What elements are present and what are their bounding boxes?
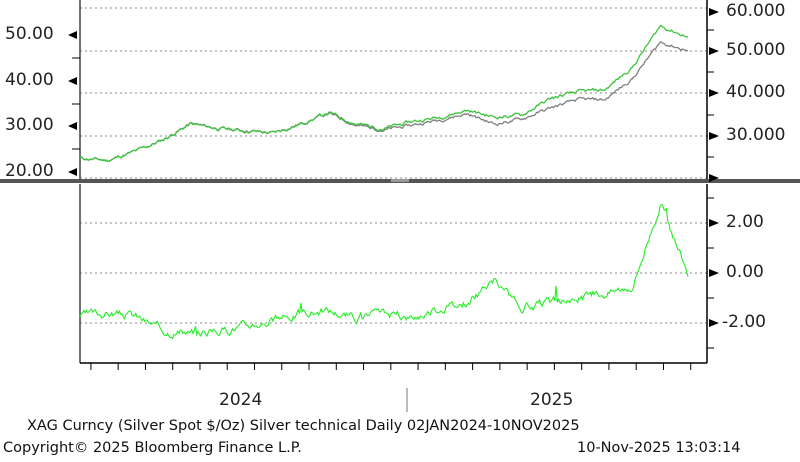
right-tick-label: 30.000 <box>726 125 786 145</box>
left-tick-arrow <box>68 31 77 39</box>
left-tick-label: 20.00 <box>5 161 54 181</box>
osc-tick-arrow <box>709 319 719 327</box>
right-tick-arrow <box>709 8 719 16</box>
left-tick-label: 50.00 <box>5 24 54 44</box>
gray-series-line <box>79 41 689 162</box>
right-tick-label: 50.000 <box>726 40 786 60</box>
copyright: Copyright© 2025 Bloomberg Finance L.P. <box>3 440 302 456</box>
osc-tick-label: -2.00 <box>722 312 766 332</box>
left-tick-arrow <box>68 168 77 176</box>
left-tick-arrow <box>68 77 77 85</box>
left-tick-label: 30.00 <box>5 115 54 135</box>
right-tick-label: 40.000 <box>726 82 786 102</box>
chart-title: XAG Curncy (Silver Spot $/Oz) Silver tec… <box>27 418 580 434</box>
timestamp: 10-Nov-2025 13:03:14 <box>577 440 741 456</box>
left-tick-label: 40.00 <box>5 70 54 90</box>
right-tick-arrow <box>709 174 719 182</box>
right-tick-arrow <box>709 89 719 97</box>
osc-tick-arrow <box>709 269 719 277</box>
silver-price-line <box>79 24 689 163</box>
left-tick-arrow <box>68 122 77 130</box>
right-tick-arrow <box>709 47 719 55</box>
osc-tick-label: 2.00 <box>726 212 764 232</box>
osc-tick-arrow <box>709 219 719 227</box>
x-label-2025: 2025 <box>530 390 574 410</box>
right-tick-label: 60.000 <box>726 1 786 21</box>
osc-tick-label: 0.00 <box>726 262 764 282</box>
divider-handle <box>391 179 409 182</box>
right-tick-arrow <box>709 132 719 140</box>
x-label-2024: 2024 <box>219 390 263 410</box>
oscillator-line <box>79 203 689 340</box>
